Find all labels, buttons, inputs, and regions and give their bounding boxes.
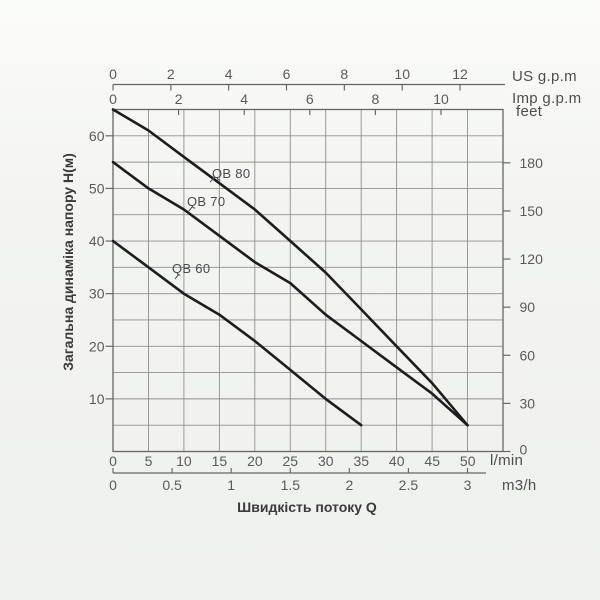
us-tick: 6 [283,66,291,82]
plot-frame [112,108,504,453]
curve-qb80 [111,108,469,427]
imp-tick: 4 [240,91,248,107]
lmin-tick: 45 [424,453,440,469]
curve-label-qb80: QB 80 [212,166,250,181]
feet-axis-label: feet [516,103,543,120]
head-tick: 50 [89,181,105,197]
m3h-axis-label: m3/h [502,477,537,494]
lmin-tick: 30 [318,453,334,469]
head-tick: 10 [89,391,105,407]
m3h-tick: 2.5 [399,477,419,493]
lmin-tick: 25 [283,453,299,469]
imp-tick: 2 [175,91,183,107]
lmin-tick: 35 [354,453,370,469]
y-axis-title: Загальна динаміка напору Н(м) [60,153,76,371]
lmin-tick: 10 [176,453,192,469]
lmin-tick: 40 [389,453,405,469]
m3h-tick: 2 [346,477,354,493]
imp-gpm-axis-label: Imp g.p.m [512,90,581,107]
imp-tick: 0 [109,91,117,107]
us-tick: 12 [452,66,468,82]
lmin-tick: 5 [145,453,153,469]
feet-tick: 30 [520,395,536,411]
imp-gpm-tick-labels: 0 2 4 6 8 10 [109,91,449,107]
curve-qb60 [111,239,363,427]
lmin-tick: 15 [212,453,228,469]
feet-tick: 60 [520,347,536,363]
curve-label-leaders [174,176,216,280]
us-tick: 2 [167,66,175,82]
curve-label-qb70: QB 70 [187,194,225,209]
imp-tick: 6 [306,91,314,107]
lmin-tick-labels: 0 5 10 15 20 25 30 35 40 45 50 [109,453,476,469]
lmin-axis-label: l/min [490,452,523,469]
us-tick: 8 [340,66,348,82]
m3h-tick: 1.5 [281,477,301,493]
feet-tick-labels: 180 150 120 90 60 30 0 [520,155,544,458]
feet-tick: 120 [520,251,544,267]
head-tick: 30 [89,286,105,302]
lmin-tick: 20 [247,453,263,469]
curve-label-qb60: QB 60 [172,261,210,276]
imp-tick: 10 [433,91,449,107]
x-axis-title: Швидкість потоку Q [237,499,377,515]
grid-lines [112,109,504,452]
m3h-tick: 3 [464,477,472,493]
lmin-tick: 0 [109,453,117,469]
feet-tick: 150 [520,203,544,219]
m3h-tick: 0 [109,477,117,493]
us-gpm-tick-labels: 0 2 4 6 8 10 12 [109,66,468,82]
feet-tick: 0 [520,442,528,458]
curve-qb70 [111,160,469,427]
us-tick: 4 [225,66,233,82]
feet-tick: 180 [520,155,544,171]
head-tick: 60 [89,128,105,144]
us-tick: 0 [109,66,117,82]
us-gpm-axis-label: US g.p.m [512,68,577,85]
m3h-tick: 0.5 [162,477,182,493]
lmin-tick: 50 [460,453,476,469]
feet-tick: 90 [520,299,536,315]
m3h-tick-labels: 0 0.5 1 1.5 2 2.5 3 [109,477,472,493]
head-tick: 40 [89,233,105,249]
us-tick: 10 [394,66,410,82]
m3h-tick: 1 [227,477,235,493]
head-m-tick-labels: 60 50 40 30 20 10 [89,128,105,407]
imp-tick: 8 [372,91,380,107]
head-tick: 20 [89,338,105,354]
